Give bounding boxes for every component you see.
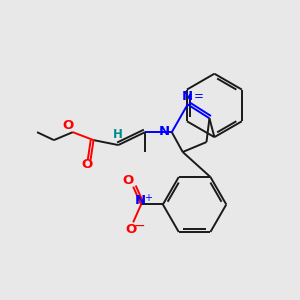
Text: −: − (133, 219, 145, 233)
Text: N: N (182, 90, 193, 103)
Text: N: N (158, 125, 169, 138)
Text: O: O (62, 119, 74, 132)
Text: N: N (134, 194, 146, 207)
Text: O: O (126, 223, 137, 236)
Text: +: + (144, 193, 152, 202)
Text: H: H (113, 128, 123, 141)
Text: =: = (194, 90, 203, 103)
Text: O: O (123, 174, 134, 187)
Text: O: O (81, 158, 92, 171)
